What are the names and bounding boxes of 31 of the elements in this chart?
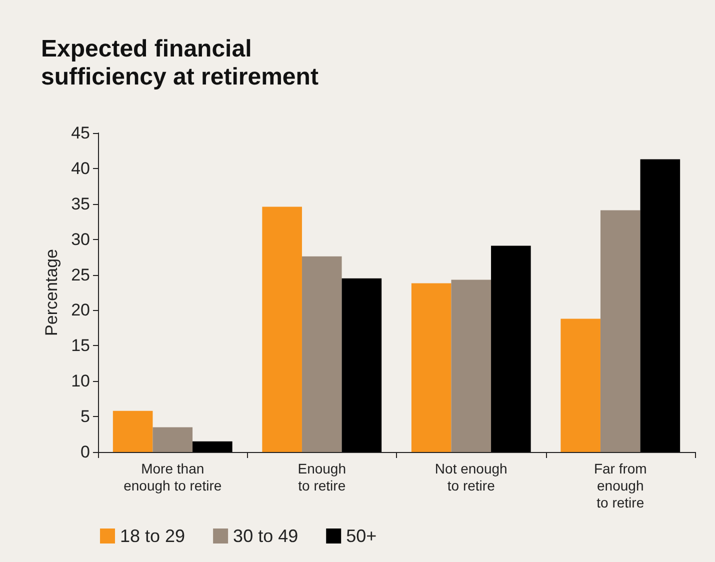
y-tick-label: 35 xyxy=(71,194,90,214)
y-tick-label: 40 xyxy=(71,158,90,178)
bar xyxy=(192,441,232,452)
bar xyxy=(411,283,452,452)
x-tick-label: More than enough to retire xyxy=(124,460,222,494)
x-tick-label: Far from enough to retire xyxy=(594,460,647,510)
bar xyxy=(491,246,531,452)
y-tick-label: 15 xyxy=(71,336,90,356)
legend-label: 50+ xyxy=(346,526,377,546)
bar xyxy=(302,256,342,452)
y-axis-title: Percentage xyxy=(42,249,61,336)
bar xyxy=(560,318,600,452)
y-tick-label: 25 xyxy=(71,265,90,284)
bar xyxy=(262,206,302,452)
bar xyxy=(640,159,680,452)
y-tick-label: 10 xyxy=(71,372,90,391)
bar xyxy=(112,410,153,452)
y-tick-label: 30 xyxy=(71,230,90,249)
bar xyxy=(342,278,382,452)
y-tick-label: 5 xyxy=(80,407,90,426)
chart-title: Expected financial sufficiency at retirement xyxy=(41,36,318,90)
x-tick-label: Enough to retire xyxy=(298,460,346,494)
y-tick-label: 20 xyxy=(71,300,90,320)
x-tick-label: Not enough to retire xyxy=(434,460,508,494)
y-tick-label: 0 xyxy=(80,442,90,462)
legend-label: 30 to 49 xyxy=(233,526,298,546)
legend-label: 18 to 29 xyxy=(120,526,186,546)
y-tick-label: 45 xyxy=(71,124,90,142)
bar xyxy=(451,280,492,452)
bar xyxy=(152,427,193,452)
bar xyxy=(600,210,640,452)
